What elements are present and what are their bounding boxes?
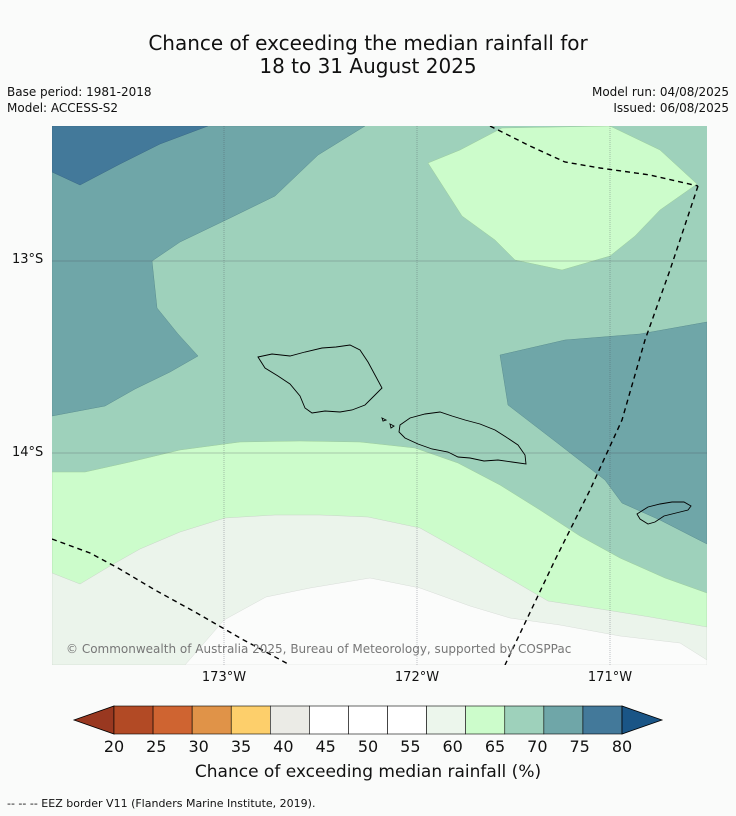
colorbar-tick-label: 25 <box>146 737 167 756</box>
zone-45-55 <box>184 577 707 665</box>
model-name: Model: ACCESS-S2 <box>7 101 119 115</box>
colorbar-over-arrow <box>621 705 664 735</box>
colorbar-tick-label: 50 <box>357 737 379 756</box>
issued-date: Issued: 06/08/2025 <box>613 101 729 115</box>
colorbar-segment <box>582 705 623 735</box>
colorbar-tick-label: 45 <box>315 737 336 756</box>
colorbar-tick-label: 35 <box>230 737 252 756</box>
zone-75-80 <box>52 126 209 186</box>
lat-label-13s: 13°S <box>12 252 44 267</box>
lat-label-14s: 14°S <box>12 445 44 460</box>
colorbar-tick-label: 30 <box>188 737 209 756</box>
map-title-line1: Chance of exceeding the median rainfall … <box>148 31 588 55</box>
colorbar-tick-label: 75 <box>569 737 590 756</box>
colorbar-segment <box>309 705 349 735</box>
zone-70-75-east <box>499 321 707 545</box>
lon-label-171w: 171°W <box>587 670 633 685</box>
colorbar-segment <box>426 705 466 735</box>
colorbar-tick-label: 80 <box>611 737 633 756</box>
zone-60-65-northeast <box>427 126 698 271</box>
rainfall-map: © Commonwealth of Australia 2025, Bureau… <box>52 126 707 665</box>
colorbar-segment <box>387 705 427 735</box>
lon-label-172w: 172°W <box>394 670 440 685</box>
colorbar-segment <box>465 705 506 735</box>
colorbar-segment <box>152 705 193 735</box>
tutuila-island <box>636 501 692 525</box>
colorbar-segment <box>191 705 232 735</box>
map-title-line2: 18 to 31 August 2025 <box>259 54 477 78</box>
colorbar-tick-label: 65 <box>484 737 506 756</box>
colorbar-tick-label: 55 <box>400 737 421 756</box>
colorbar-segment <box>348 705 388 735</box>
eez-footnote: -- -- -- EEZ border V11 (Flanders Marine… <box>7 797 316 810</box>
colorbar-segment <box>230 705 271 735</box>
colorbar-segment <box>113 705 154 735</box>
colorbar-tick-label: 60 <box>442 737 463 756</box>
colorbar-tick-label: 40 <box>273 737 294 756</box>
eez-border <box>52 126 699 665</box>
colorbar-under-arrow <box>72 705 115 735</box>
colorbar-tick-label: 20 <box>103 737 125 756</box>
colorbar-segment <box>504 705 545 735</box>
graticule <box>52 126 707 665</box>
model-run: Model run: 04/08/2025 <box>591 85 729 99</box>
colorbar-segment <box>270 705 310 735</box>
colorbar-label: Chance of exceeding median rainfall (%) <box>194 762 542 782</box>
colorbar-segment <box>543 705 584 735</box>
manono-apolima-islets <box>381 417 395 429</box>
zone-70-75-northwest <box>52 126 366 417</box>
base-period: Base period: 1981-2018 <box>7 85 152 99</box>
upolu-island <box>398 411 527 465</box>
lon-label-173w: 173°W <box>201 670 247 685</box>
savaii-island <box>257 344 383 414</box>
copyright-notice: © Commonwealth of Australia 2025, Bureau… <box>66 642 571 656</box>
colorbar-tick-label: 70 <box>527 737 548 756</box>
colorbar <box>72 705 664 735</box>
